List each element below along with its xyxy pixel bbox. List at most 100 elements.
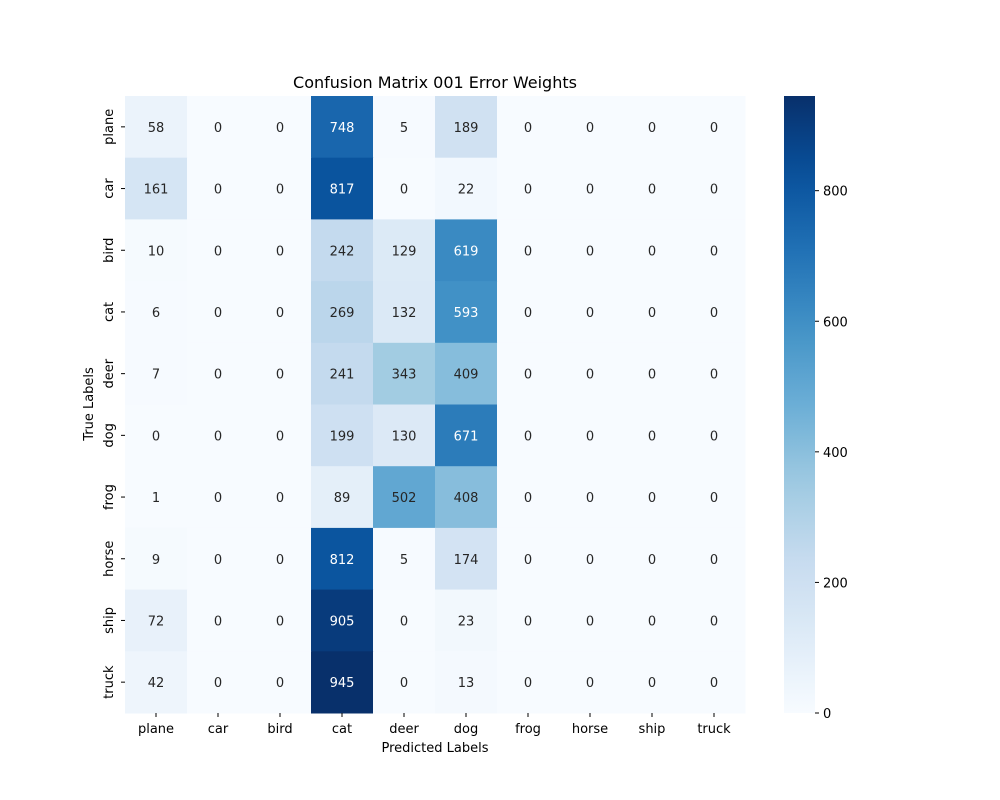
cell-value-label: 0 [276,121,284,136]
cell-value-label: 42 [148,676,165,691]
heatmap-cell [683,466,746,529]
heatmap-cell [125,219,188,282]
heatmap-cell [125,651,188,714]
cell-value-label: 0 [214,491,222,506]
cell-value-label: 0 [214,614,222,629]
colorbar-tick-label: 600 [823,315,848,330]
heatmap-cell [249,404,312,467]
heatmap-cell [497,589,560,652]
cell-value-label: 0 [276,491,284,506]
cell-value-label: 10 [148,244,165,259]
cell-value-label: 502 [392,491,417,506]
cell-value-label: 0 [586,183,594,198]
heatmap-cell [373,589,436,652]
x-tick-label: truck [697,722,731,737]
cell-value-label: 0 [276,244,284,259]
heatmap-cell [497,466,560,529]
y-tick-label: bird [102,238,117,263]
y-tick-label: dog [102,423,117,447]
colorbar-tick-label: 0 [823,707,831,722]
x-tick-label: horse [572,722,608,737]
cell-value-label: 0 [586,368,594,383]
heatmap-cell [311,157,374,220]
cell-value-label: 241 [330,368,355,383]
cell-value-label: 0 [524,244,532,259]
heatmap-cell [621,342,684,405]
cell-value-label: 0 [524,676,532,691]
heatmap-cell [373,404,436,467]
heatmap-cell [435,219,498,282]
heatmap-cell [621,219,684,282]
cell-value-label: 0 [276,429,284,444]
y-tick-label: truck [102,665,117,699]
heatmap-cell [435,527,498,591]
heatmap-cell [125,96,188,159]
cell-value-label: 0 [524,614,532,629]
heatmap-cell [125,527,188,591]
cell-value-label: 0 [524,491,532,506]
heatmap-cell [373,96,436,159]
cell-value-label: 409 [454,368,479,383]
cell-value-label: 0 [524,368,532,383]
cell-value-label: 0 [710,429,718,444]
heatmap-cell [373,281,436,344]
heatmap-cell [559,589,622,652]
heatmap-cell [249,589,312,652]
cell-value-label: 0 [586,553,594,568]
cell-value-label: 0 [400,183,408,198]
heatmap-cell [311,342,374,405]
heatmap-cell [373,651,436,714]
cell-value-label: 7 [152,368,160,383]
x-axis-ticks: plane car bird cat deer dog frog horse ship truck [138,713,731,737]
cell-value-label: 905 [330,614,355,629]
cell-value-label: 0 [586,614,594,629]
cell-value-label: 130 [392,429,417,444]
cell-value-label: 0 [586,244,594,259]
y-tick-label: ship [102,607,117,634]
heatmap-cell [435,651,498,714]
heatmap-cell [683,651,746,714]
cell-value-label: 0 [586,676,594,691]
cell-value-label: 945 [330,676,355,691]
cell-value-label: 0 [710,121,718,136]
y-tick-label: plane [102,109,117,145]
heatmap-cell [621,404,684,467]
x-tick-label: plane [138,722,174,737]
heatmap-cell [373,466,436,529]
heatmap-cell [559,281,622,344]
heatmap-cell [435,157,498,220]
heatmap-cell [187,96,250,159]
cell-value-label: 0 [524,121,532,136]
heatmap-cell [559,219,622,282]
heatmap-cell [497,527,560,591]
colorbar-tick-label: 400 [823,446,848,461]
heatmap-cell [187,527,250,591]
heatmap-cell [435,342,498,405]
heatmap-cell [187,219,250,282]
colorbar-ticks: 0 200 400 600 800 [815,185,848,722]
cell-value-label: 242 [330,244,355,259]
cell-value-label: 13 [458,676,475,691]
heatmap-cell [311,281,374,344]
cell-value-label: 0 [648,553,656,568]
heatmap-cell [683,157,746,220]
x-tick-label: deer [389,722,419,737]
cell-value-label: 9 [152,553,160,568]
cell-value-label: 748 [330,121,355,136]
cell-value-label: 22 [458,183,475,198]
heatmap-cell [187,404,250,467]
heatmap-cell [621,281,684,344]
cell-value-label: 0 [710,491,718,506]
cell-value-label: 1 [152,491,160,506]
heatmap-cell [435,589,498,652]
cell-value-label: 0 [648,429,656,444]
heatmap-cell [311,96,374,159]
cell-value-label: 0 [276,614,284,629]
heatmap-cell [249,466,312,529]
cell-value-label: 0 [276,676,284,691]
heatmap-cell [497,219,560,282]
cell-value-label: 5 [400,553,408,568]
heatmap-cell [125,404,188,467]
cell-value-label: 0 [586,121,594,136]
